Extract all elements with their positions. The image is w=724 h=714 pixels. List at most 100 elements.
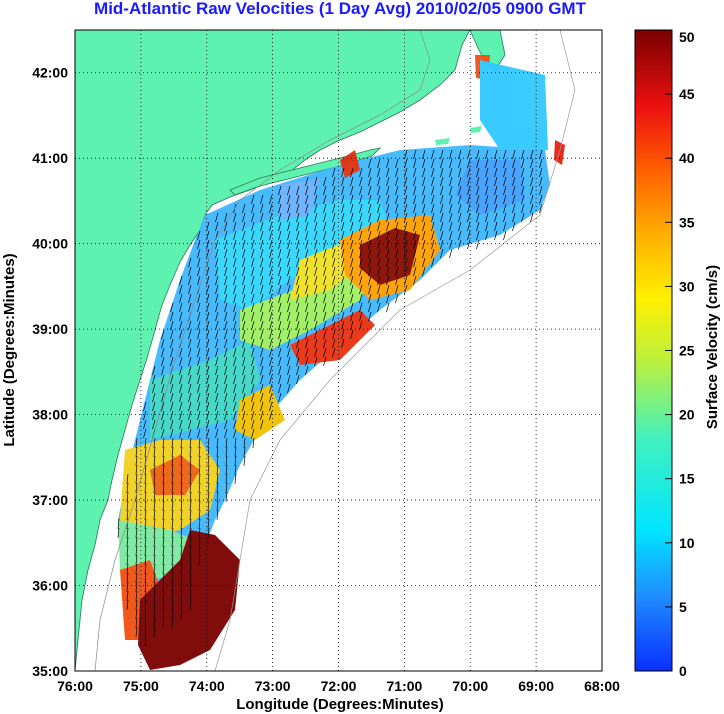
velocity-arrow [242,329,246,340]
velocity-arrow [404,221,408,232]
velocity-arrow [512,194,516,205]
velocity-arrow [162,554,165,565]
velocity-arrow [242,374,246,385]
map-title: Mid-Atlantic Raw Velocities (1 Day Avg) … [94,0,586,18]
velocity-arrow [233,311,237,322]
velocity-arrow [539,149,543,160]
velocity-arrow [287,203,291,214]
velocity-arrow [485,221,489,232]
velocity-arrow [476,158,480,169]
velocity-arrow [521,212,525,223]
grid-lines [75,30,602,671]
velocity-arrow [350,203,354,214]
velocity-arrow [233,275,237,286]
velocity-arrow [179,428,183,439]
velocity-arrow [341,257,345,268]
velocity-arrow [278,329,282,340]
islands [435,126,482,145]
velocity-arrow [485,149,489,160]
velocity-arrow [260,212,264,223]
velocity-arrow [170,347,174,358]
velocity-arrow [314,266,318,277]
velocity-arrow [260,329,264,340]
velocity-arrow [152,410,156,421]
velocity-arrow [296,248,300,259]
velocity-arrow [161,419,165,430]
velocity-arrow [332,266,336,277]
velocity-arrow [323,275,327,286]
velocity-arrow [377,167,381,178]
velocity-arrow [431,176,435,187]
velocity-arrow [153,554,156,565]
velocity-arrow [242,293,246,304]
velocity-arrow [413,167,417,178]
velocity-arrow [135,554,138,565]
velocity-arrow [161,401,165,412]
velocity-arrow [242,428,246,439]
velocity-arrow [512,149,516,160]
lat-tick-label: 35:00 [32,663,68,679]
velocity-arrow [135,581,138,592]
colorbar-label: Surface Velocity (cm/s) [704,265,721,429]
velocity-arrow [377,221,381,232]
velocity-arrow [242,284,246,295]
velocity-arrow [287,266,291,277]
velocity-arrow [305,176,309,187]
velocity-arrow [269,248,273,259]
velocity-arrow [224,410,228,421]
velocity-arrow [440,239,444,250]
velocity-arrows [117,149,543,646]
velocity-arrow [332,257,336,268]
velocity-arrow [359,320,363,331]
velocity-arrow [170,320,174,331]
velocity-arrow [269,311,273,322]
velocity-arrow [422,149,426,160]
velocity-arrow [170,410,174,421]
velocity-arrow [422,221,426,232]
velocity-arrow [494,221,498,232]
velocity-arrow [251,293,255,304]
velocity-arrow [215,329,219,340]
velocity-arrow [170,419,174,430]
velocity-arrow [305,311,309,322]
velocity-arrow [413,158,417,169]
velocity-arrow [135,473,138,484]
velocity-arrow [467,167,471,178]
velocity-arrow [332,329,336,340]
velocity-arrow [179,329,183,340]
velocity-arrow [189,536,192,547]
velocity-arrow [197,338,201,349]
velocity-arrow [530,176,534,187]
velocity-arrow [395,239,399,250]
velocity-arrow [341,320,345,331]
velocity-arrow [135,482,138,493]
velocity-arrow [233,356,237,367]
velocity-arrow [539,185,543,196]
velocity-arrow [377,266,381,277]
velocity-arrow [350,311,354,322]
velocity-arrow [449,176,453,187]
velocity-arrow [359,221,363,232]
velocity-arrow [323,176,327,187]
velocity-arrow [377,302,381,313]
velocity-arrow [152,419,156,430]
velocity-arrow [170,302,174,313]
velocity-arrow [242,302,246,313]
velocity-arrow [467,185,471,196]
velocity-arrow [179,419,183,430]
velocity-arrow [395,203,399,214]
velocity-arrow [314,329,318,340]
velocity-arrow [251,266,255,277]
velocity-arrow [197,419,201,430]
velocity-arrow [431,221,435,232]
velocity-arrow [207,473,210,484]
velocity-arrow [296,257,300,268]
velocity-arrow [386,266,390,277]
velocity-arrow [269,257,273,268]
velocity-arrow [269,392,273,403]
velocity-arrow [260,275,264,286]
velocity-arrow [377,185,381,196]
velocity-arrow [153,446,156,457]
velocity-arrow [296,311,300,322]
velocity-arrow [323,347,327,358]
